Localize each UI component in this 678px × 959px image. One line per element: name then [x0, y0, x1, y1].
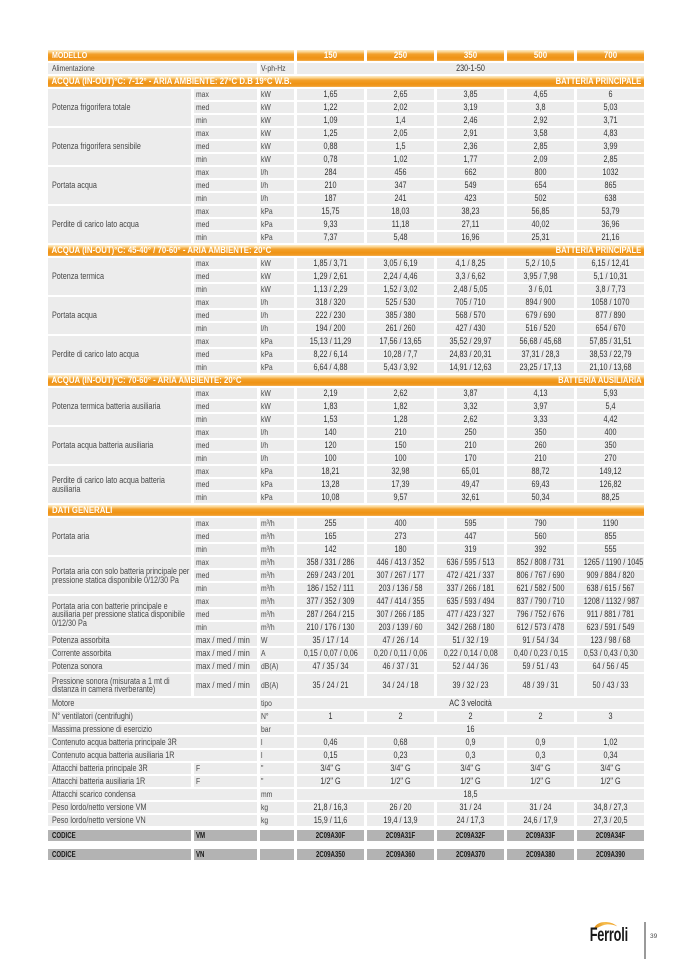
svg-text:Ferroli: Ferroli [590, 924, 628, 945]
